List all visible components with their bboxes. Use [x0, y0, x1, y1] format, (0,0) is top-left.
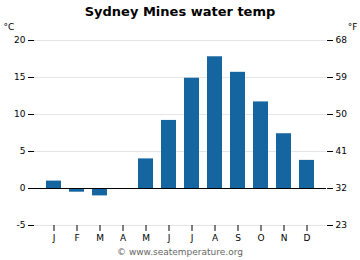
html-text:© www.seatemperature.org: © www.seatemperature.org: [117, 247, 243, 257]
svg-text:68: 68: [336, 35, 348, 45]
svg-text:10: 10: [14, 109, 26, 119]
svg-text:J: J: [190, 233, 194, 243]
svg-text:41: 41: [336, 146, 347, 156]
svg-text:°C: °C: [4, 22, 15, 32]
svg-text:N: N: [281, 233, 288, 243]
svg-text:0: 0: [20, 183, 26, 193]
svg-text:F: F: [74, 233, 79, 243]
svg-text:A: A: [212, 233, 219, 243]
svg-text:23: 23: [336, 220, 347, 230]
svg-text:15: 15: [14, 72, 25, 82]
svg-text:50: 50: [336, 109, 348, 119]
svg-text:J: J: [167, 233, 171, 243]
svg-text:-5: -5: [17, 220, 26, 230]
svg-text:20: 20: [14, 35, 26, 45]
svg-text:A: A: [120, 233, 127, 243]
svg-text:5: 5: [20, 146, 26, 156]
svg-text:O: O: [257, 233, 264, 243]
svg-text:32: 32: [336, 183, 347, 193]
svg-text:M: M: [96, 233, 104, 243]
svg-text:59: 59: [336, 72, 348, 82]
svg-text:J: J: [52, 233, 56, 243]
html-text:Sydney Mines water temp: Sydney Mines water temp: [84, 4, 276, 19]
svg-text:M: M: [142, 233, 150, 243]
svg-text:S: S: [235, 233, 241, 243]
svg-text:D: D: [304, 233, 311, 243]
svg-text:°F: °F: [348, 22, 358, 32]
